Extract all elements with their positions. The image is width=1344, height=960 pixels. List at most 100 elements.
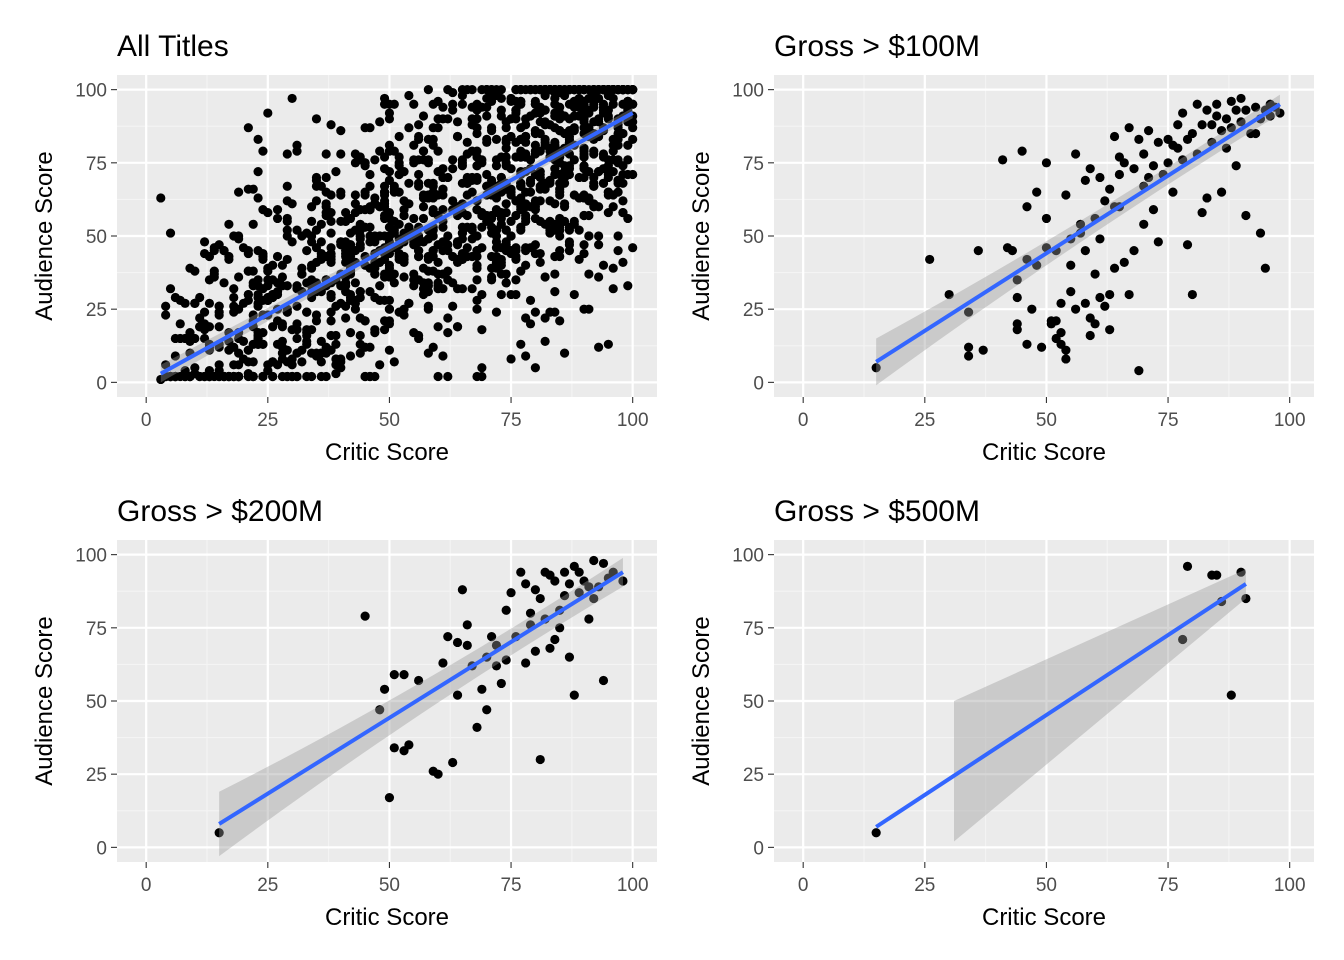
data-point (423, 281, 433, 291)
data-point (389, 670, 399, 680)
data-point (628, 85, 638, 95)
data-point (516, 178, 526, 188)
data-point (302, 246, 312, 256)
data-point (199, 333, 210, 344)
data-point (341, 216, 351, 226)
data-point (559, 90, 570, 101)
x-tick-label: 100 (1274, 875, 1306, 896)
data-point (443, 231, 453, 241)
data-point (316, 336, 326, 346)
data-point (486, 632, 497, 642)
data-point (589, 593, 599, 604)
data-point (467, 284, 477, 294)
data-point (462, 243, 472, 253)
data-point (316, 248, 326, 259)
data-point (331, 354, 341, 364)
data-point (589, 149, 599, 159)
data-point (545, 643, 555, 653)
data-point (1022, 339, 1032, 349)
data-point (156, 193, 166, 203)
data-point (326, 248, 336, 259)
data-point (360, 222, 370, 232)
data-point (1173, 120, 1183, 130)
data-point (423, 304, 433, 314)
data-point (535, 146, 545, 156)
data-point (584, 108, 594, 118)
data-point (292, 333, 302, 344)
data-point (341, 207, 351, 218)
data-point (550, 634, 560, 645)
data-point (1251, 128, 1261, 139)
data-point (1080, 175, 1090, 185)
data-point (501, 199, 511, 209)
data-point (438, 205, 448, 215)
data-point (272, 213, 283, 224)
data-point (418, 111, 429, 121)
x-tick-label: 0 (141, 410, 152, 431)
data-point (623, 117, 633, 127)
data-point (433, 322, 443, 332)
y-tick-label: 25 (743, 300, 764, 321)
data-point (316, 348, 326, 358)
data-point (457, 99, 468, 109)
data-point (204, 322, 215, 332)
data-point (452, 117, 463, 127)
data-point (1236, 93, 1246, 104)
data-point (559, 567, 570, 577)
data-point (243, 345, 253, 355)
data-point (511, 275, 521, 285)
data-point (457, 585, 468, 595)
data-point (613, 246, 623, 256)
data-point (428, 140, 438, 150)
data-point (234, 187, 244, 197)
data-point (1114, 152, 1125, 162)
data-point (1085, 164, 1095, 174)
data-point (564, 579, 575, 589)
y-tick-label: 25 (743, 765, 764, 786)
data-point (297, 357, 307, 367)
data-point (594, 272, 604, 282)
x-tick-label: 75 (1157, 875, 1178, 896)
data-point (433, 257, 443, 267)
data-point (516, 567, 526, 577)
data-point (345, 328, 356, 338)
data-point (511, 105, 521, 115)
data-point (491, 237, 502, 247)
data-point (521, 579, 531, 589)
data-point (258, 146, 268, 156)
data-point (306, 216, 317, 226)
data-point (1139, 219, 1149, 229)
data-point (365, 371, 375, 382)
y-axis-title: Audience Score (31, 616, 58, 785)
data-point (311, 316, 322, 326)
panel-title: Gross > $500M (774, 495, 980, 528)
data-point (238, 243, 249, 253)
y-tick-label: 0 (96, 373, 107, 394)
data-point (457, 254, 468, 265)
data-point (564, 246, 575, 256)
data-point (1061, 345, 1071, 355)
data-point (598, 178, 609, 188)
data-point (521, 131, 531, 142)
data-point (506, 588, 516, 598)
data-point (569, 123, 579, 133)
data-point (389, 357, 399, 367)
data-point (623, 213, 633, 224)
data-point (433, 769, 443, 779)
data-point (550, 287, 560, 297)
data-point (243, 295, 253, 305)
data-point (521, 213, 531, 224)
data-point (263, 366, 273, 376)
data-point (370, 269, 380, 279)
x-tick-label: 50 (1036, 410, 1057, 431)
data-point (282, 216, 292, 226)
data-point (491, 251, 502, 262)
data-point (501, 123, 511, 133)
data-point (214, 828, 224, 838)
data-point (185, 371, 195, 382)
data-point (530, 307, 540, 317)
data-point (326, 120, 336, 130)
data-point (1173, 143, 1183, 153)
data-point (1095, 172, 1105, 183)
data-point (545, 570, 555, 580)
